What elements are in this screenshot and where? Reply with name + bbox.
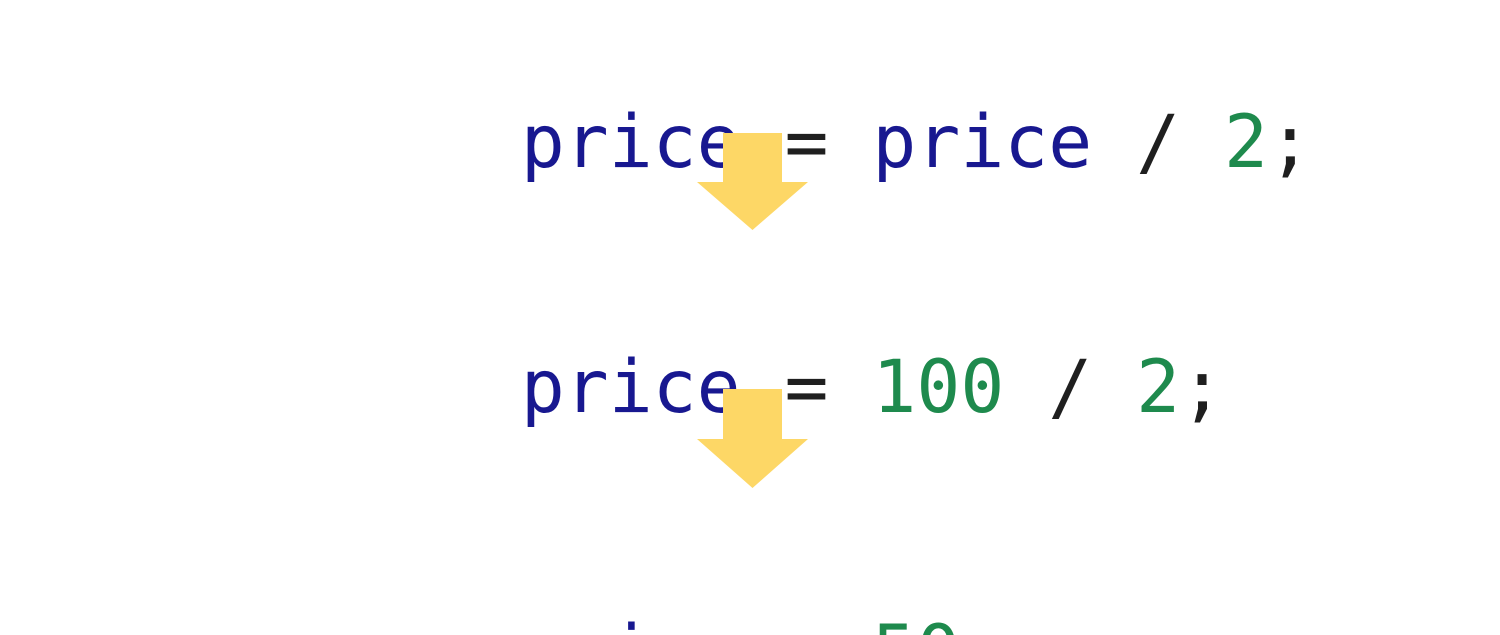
down-arrow-icon [697, 133, 808, 230]
code-token: ; [960, 610, 1004, 635]
code-token: / [1092, 100, 1225, 185]
code-token: price [520, 100, 741, 185]
code-statement-original: price = price / 2; [345, 33, 1312, 252]
code-token: 2 [1136, 345, 1181, 430]
code-token: 50 [872, 610, 960, 635]
code-token: 2 [1224, 100, 1268, 185]
code-token: price [872, 100, 1093, 185]
code-token: price [520, 345, 741, 430]
code-token: 100 [872, 345, 1005, 430]
code-token: = [740, 100, 873, 185]
code-token: ; [1180, 345, 1225, 430]
code-token: ; [1267, 100, 1312, 185]
code-token: = [740, 345, 873, 430]
down-arrow-icon [697, 389, 808, 488]
code-statement-result: price = 50; [345, 543, 1004, 635]
code-token: / [1004, 345, 1137, 430]
code-statement-substituted: price = 100 / 2; [345, 278, 1224, 497]
code-token: = [741, 610, 873, 635]
code-token: price [521, 610, 741, 635]
